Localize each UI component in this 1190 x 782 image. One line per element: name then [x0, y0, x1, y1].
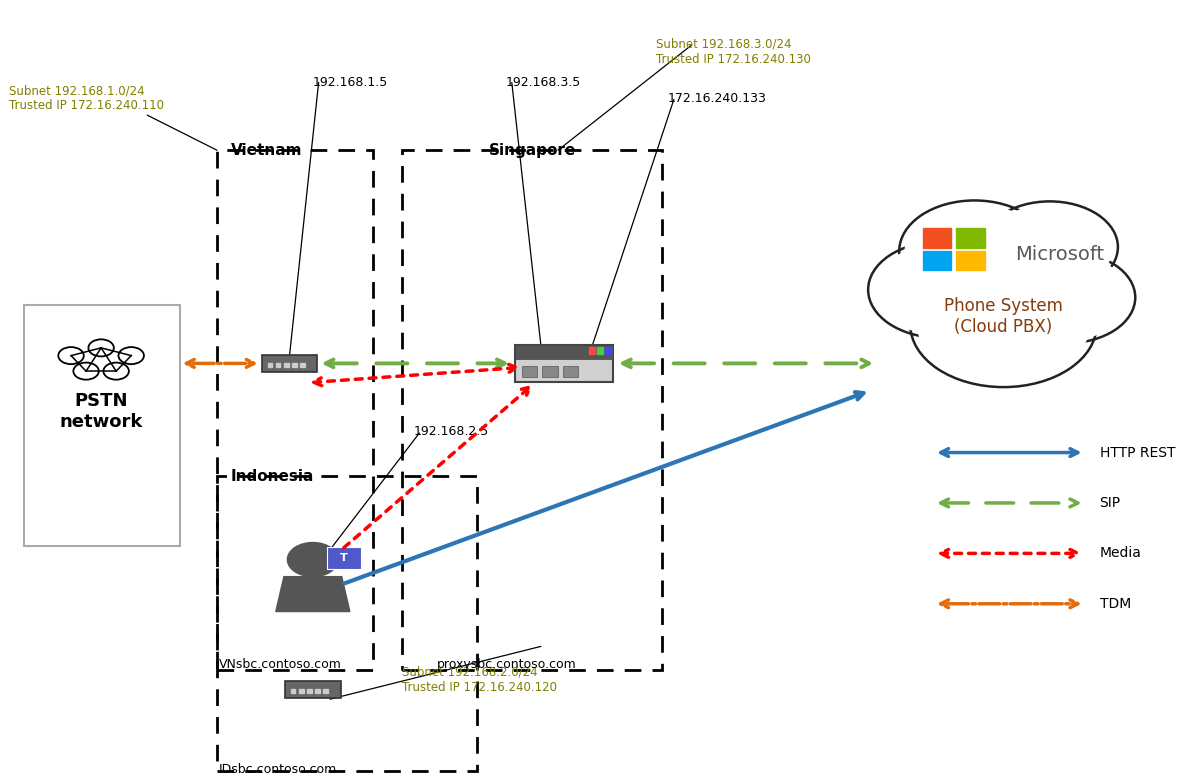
Bar	[563, 367, 578, 378]
Bar	[922, 251, 952, 271]
Text: PSTN
network: PSTN network	[60, 392, 143, 431]
Bar	[292, 364, 296, 368]
Text: T: T	[340, 553, 347, 563]
Circle shape	[982, 202, 1117, 292]
Bar	[956, 251, 985, 271]
Text: TDM: TDM	[1100, 597, 1130, 611]
Bar	[543, 367, 557, 378]
Bar	[605, 347, 610, 353]
Text: Subnet 192.168.2.0/24
Trusted IP 172.16.240.120: Subnet 192.168.2.0/24 Trusted IP 172.16.…	[402, 665, 557, 694]
Text: 192.168.3.5: 192.168.3.5	[506, 77, 581, 89]
Bar	[515, 345, 613, 382]
Circle shape	[287, 543, 338, 576]
Text: proxysbc.contoso.com: proxysbc.contoso.com	[437, 658, 576, 671]
Bar	[324, 689, 328, 693]
Bar	[922, 228, 952, 248]
Text: Indonesia: Indonesia	[231, 468, 314, 483]
Circle shape	[873, 246, 1006, 334]
Circle shape	[987, 205, 1113, 289]
Text: 192.168.2.5: 192.168.2.5	[413, 425, 489, 439]
Circle shape	[900, 200, 1050, 301]
Bar	[315, 689, 320, 693]
Text: SIP: SIP	[1100, 496, 1121, 510]
Text: 192.168.1.5: 192.168.1.5	[313, 77, 388, 89]
Text: Media: Media	[1100, 547, 1141, 561]
Text: Microsoft: Microsoft	[1015, 246, 1104, 264]
Bar	[290, 689, 295, 693]
Bar	[402, 150, 662, 669]
Bar	[286, 680, 340, 698]
Circle shape	[910, 262, 1097, 387]
Bar	[589, 347, 595, 353]
Bar	[956, 228, 985, 248]
Text: IDsbc.contoso.com: IDsbc.contoso.com	[219, 762, 338, 776]
Bar	[300, 364, 305, 368]
Bar	[515, 345, 613, 359]
Text: Vietnam: Vietnam	[231, 143, 302, 158]
Text: VNsbc.contoso.com: VNsbc.contoso.com	[219, 658, 342, 671]
Circle shape	[906, 204, 1044, 297]
Bar	[597, 347, 602, 353]
Circle shape	[869, 242, 1011, 338]
Circle shape	[998, 252, 1135, 343]
Polygon shape	[276, 576, 350, 612]
Bar	[521, 367, 537, 378]
Bar	[217, 475, 477, 770]
Bar	[299, 689, 303, 693]
Bar	[268, 364, 273, 368]
Bar	[24, 305, 180, 546]
Bar	[276, 364, 281, 368]
Text: Subnet 192.168.3.0/24
Trusted IP 172.16.240.130: Subnet 192.168.3.0/24 Trusted IP 172.16.…	[657, 38, 812, 66]
Bar	[327, 547, 362, 569]
Text: HTTP REST: HTTP REST	[1100, 446, 1175, 460]
Text: 172.16.240.133: 172.16.240.133	[668, 92, 766, 105]
Bar	[284, 364, 288, 368]
Bar	[262, 355, 318, 372]
Circle shape	[917, 267, 1089, 382]
Bar	[307, 689, 312, 693]
Text: Phone System
(Cloud PBX): Phone System (Cloud PBX)	[944, 297, 1063, 336]
Circle shape	[1004, 256, 1129, 339]
Bar	[217, 150, 372, 669]
Text: Subnet 192.168.1.0/24
Trusted IP 172.16.240.110: Subnet 192.168.1.0/24 Trusted IP 172.16.…	[8, 84, 163, 112]
Text: Singapore: Singapore	[489, 143, 576, 158]
